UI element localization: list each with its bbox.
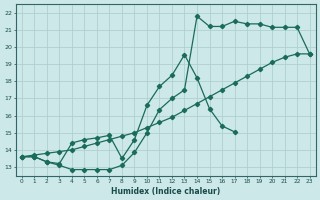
X-axis label: Humidex (Indice chaleur): Humidex (Indice chaleur) [111,187,220,196]
